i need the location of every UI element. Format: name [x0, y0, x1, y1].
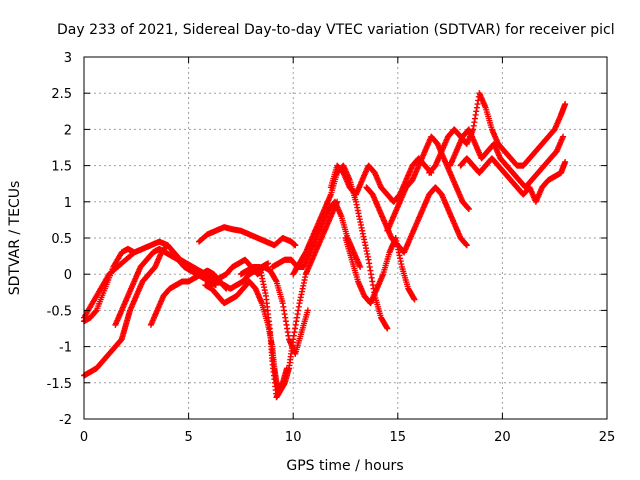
data-point [562, 101, 569, 108]
data-point [357, 263, 364, 270]
y-tick-label: -0.5 [47, 304, 72, 319]
y-tick-label: 0 [64, 268, 72, 283]
x-tick-label: 15 [390, 430, 407, 445]
data-point [304, 307, 311, 314]
y-tick-label: -1 [59, 341, 72, 356]
y-tick-label: -1.5 [47, 377, 72, 392]
x-axis-label: GPS time / hours [286, 458, 403, 474]
y-tick-label: 0.5 [51, 232, 72, 247]
data-point [265, 260, 272, 267]
series [384, 133, 472, 234]
series [327, 155, 435, 205]
series [237, 198, 341, 401]
data-point [465, 206, 472, 213]
series [290, 162, 391, 332]
x-tick-label: 0 [80, 430, 88, 445]
x-tick-label: 20 [494, 430, 511, 445]
x-tick-label: 5 [184, 430, 192, 445]
series [81, 238, 171, 321]
axis-ticks: 0 5 10 15 20 25 -2 -1.5 -1 -0.5 0 0.5 1 1.5 2 2.5 3 [47, 51, 616, 445]
y-tick-label: 1.5 [51, 160, 72, 175]
data-point [463, 242, 470, 249]
data-point [292, 242, 299, 249]
y-tick-label: -2 [59, 413, 72, 428]
chart-title: Day 233 of 2021, Sidereal Day-to-day VTE… [57, 22, 615, 38]
y-tick-label: 1 [64, 196, 72, 211]
y-axis-label: SDTVAR / TECUs [7, 181, 23, 296]
y-tick-label: 2 [64, 123, 72, 138]
y-tick-label: 2.5 [51, 87, 72, 102]
x-tick-label: 10 [285, 430, 302, 445]
data-point [411, 296, 418, 303]
series [196, 224, 299, 249]
series [457, 155, 569, 205]
data-point [384, 325, 391, 332]
y-tick-label: 3 [64, 51, 72, 66]
data-point [562, 158, 569, 165]
data-points [81, 90, 569, 401]
x-tick-label: 25 [599, 430, 616, 445]
data-point [560, 133, 567, 140]
series [447, 126, 567, 191]
